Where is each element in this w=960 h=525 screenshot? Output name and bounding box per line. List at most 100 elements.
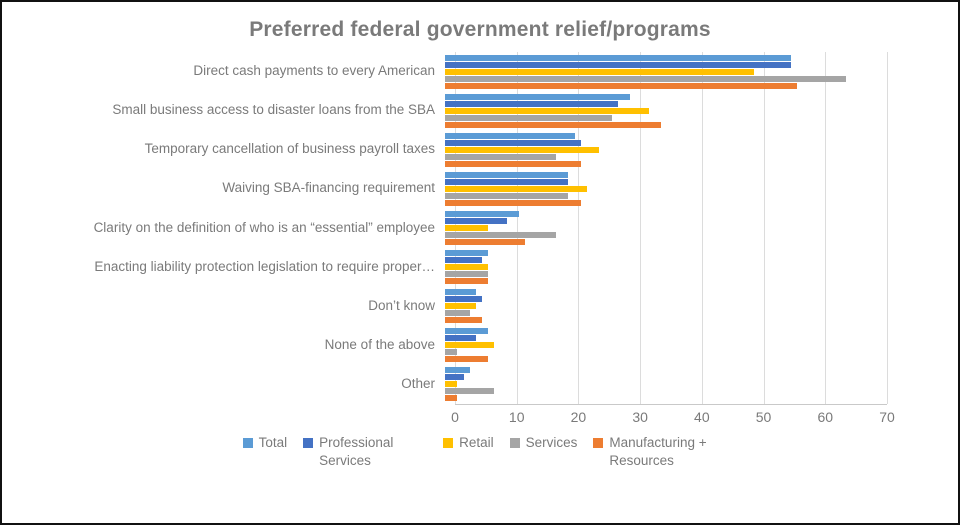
bar-total [445,54,791,61]
legend-swatch [509,438,520,448]
chart-body: Direct cash payments to every American Sm… [2,52,958,405]
chart-title: Preferred federal government relief/prog… [249,18,711,41]
legend-label: Total [258,435,288,450]
chart-row: Other [2,365,958,404]
chart-row: Small business access to disaster loans … [2,91,958,130]
legend-label: Manufacturing + Resources [609,435,707,469]
chart-row: Don’t know [2,287,958,326]
legend-swatch [242,438,253,448]
bar-services [445,231,557,238]
x-tick-label: 50 [755,409,772,425]
bar-manufacturing-resources [445,356,489,363]
bar-retail [445,224,489,231]
bar-retail [445,146,600,153]
bar-manufacturing-resources [445,395,458,402]
category-label: Clarity on the definition of who is an “… [93,220,435,235]
bar-manufacturing-resources [445,160,581,167]
gridline [640,52,642,404]
bar-professional-services [445,374,464,381]
legend-item-retail: Retail [443,434,494,452]
bar-group [445,132,877,167]
category-label: None of the above [324,337,435,352]
x-axis: 0 10 20 30 40 50 60 70 [451,404,895,428]
bar-total [445,289,476,296]
x-tick-label: 40 [694,409,710,425]
gridline [763,52,765,404]
bar-manufacturing-resources [445,317,483,324]
category-label: Waiving SBA-financing requirement [222,181,435,196]
x-tick-label: 60 [817,409,834,425]
bar-professional-services [445,139,581,146]
bar-professional-services [445,217,507,224]
chart-row: Waiving SBA-financing requirement [2,169,958,208]
bar-group [445,93,877,128]
bar-professional-services [445,335,476,342]
bar-group [445,54,877,89]
bar-group [445,171,877,206]
bar-manufacturing-resources [445,278,489,285]
bar-professional-services [445,178,569,185]
bar-retail [445,303,476,310]
bar-group [445,367,877,402]
category-label: Small business access to disaster loans … [112,103,435,118]
bar-retail [445,342,495,349]
bar-total [445,367,470,374]
bar-manufacturing-resources [445,238,526,245]
legend-item-professional-services: Professional Services [303,434,427,470]
legend-item-total: Total [242,434,288,452]
bar-group [445,289,877,324]
bar-total [445,93,631,100]
plot-rows: Direct cash payments to every American Sm… [2,52,958,404]
category-label: Other [401,377,435,391]
bar-professional-services [445,296,483,303]
bar-retail [445,264,489,271]
legend-item-manufacturing-resources: Manufacturing + Resources [593,434,717,470]
bar-professional-services [445,257,483,264]
bar-total [445,250,489,257]
chart-row: None of the above [2,326,958,365]
bar-manufacturing-resources [445,121,661,128]
bar-professional-services [445,61,791,68]
gridline [701,52,703,404]
chart-row: Temporary cancellation of business payro… [2,130,958,169]
bar-retail [445,381,458,388]
bar-professional-services [445,100,618,107]
category-label: Don’t know [368,298,435,313]
legend-swatch [443,438,454,448]
bar-total [445,171,569,178]
category-label: Enacting liability protection legislatio… [94,259,435,274]
x-tick-label: 70 [879,409,895,425]
legend-item-services: Services [509,434,578,452]
bar-total [445,328,489,335]
bar-retail [445,68,754,75]
x-tick-label: 20 [570,409,587,425]
bar-services [445,75,847,82]
gridline [825,52,827,404]
bar-services [445,271,489,278]
gridline [516,52,518,404]
x-tick-label: 10 [508,409,525,425]
bar-services [445,153,557,160]
gridline [887,52,888,404]
chart-row: Clarity on the definition of who is an “… [2,208,958,247]
legend-label: Services [525,435,578,450]
legend-swatch [593,438,604,448]
bar-services [445,388,495,395]
legend-label: Professional Services [319,435,394,469]
category-label: Temporary cancellation of business payro… [144,142,435,157]
chart-row: Direct cash payments to every American [2,52,958,91]
bar-group [445,210,877,245]
bar-services [445,310,470,317]
bar-services [445,114,612,121]
bar-total [445,132,575,139]
gridline [578,52,580,404]
bar-retail [445,185,587,192]
bar-group [445,250,877,285]
legend-label: Retail [459,435,494,450]
bar-manufacturing-resources [445,82,797,89]
category-label: Direct cash payments to every American [193,64,435,79]
bar-services [445,192,569,199]
x-tick-label: 30 [632,409,648,425]
bar-retail [445,107,649,114]
